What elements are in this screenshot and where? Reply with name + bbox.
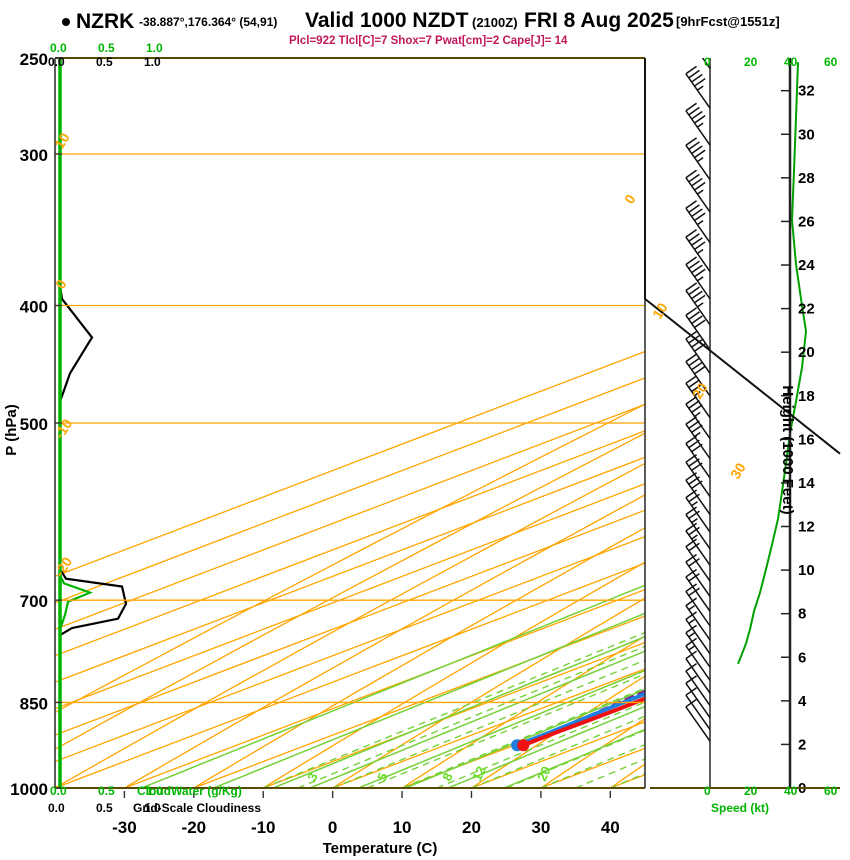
svg-text:Grid-Scale Cloudiness: Grid-Scale Cloudiness xyxy=(133,801,261,815)
svg-text:Speed (kt): Speed (kt) xyxy=(711,801,769,815)
svg-text:0: 0 xyxy=(704,784,711,798)
svg-text:0.0: 0.0 xyxy=(50,41,67,55)
svg-text:300: 300 xyxy=(20,146,48,165)
svg-text:1.0: 1.0 xyxy=(146,784,163,798)
svg-text:20: 20 xyxy=(744,784,758,798)
svg-text:30: 30 xyxy=(531,818,550,837)
svg-text:-10: -10 xyxy=(251,818,276,837)
svg-text:0: 0 xyxy=(328,818,337,837)
svg-text:0.5: 0.5 xyxy=(98,784,115,798)
svg-text:20: 20 xyxy=(798,344,815,361)
svg-text:1000: 1000 xyxy=(10,780,48,799)
svg-text:40: 40 xyxy=(784,784,798,798)
svg-text:Height (1000 Feet): Height (1000 Feet) xyxy=(779,385,796,514)
svg-text:6: 6 xyxy=(798,649,806,666)
svg-text:24: 24 xyxy=(798,257,815,274)
station-coordinates: -38.887°,176.364° (54,91) xyxy=(139,15,278,29)
svg-text:40: 40 xyxy=(784,55,798,69)
svg-text:CloudWater (g/Kg): CloudWater (g/Kg) xyxy=(137,784,242,798)
svg-text:20: 20 xyxy=(689,380,711,402)
zulu-time: (2100Z) xyxy=(472,15,518,30)
svg-text:2: 2 xyxy=(798,736,806,753)
svg-text:500: 500 xyxy=(20,415,48,434)
svg-text:28: 28 xyxy=(798,170,815,187)
svg-text:0.0: 0.0 xyxy=(50,784,67,798)
svg-text:250: 250 xyxy=(20,50,48,69)
svg-text:0.5: 0.5 xyxy=(96,55,113,69)
svg-text:30: 30 xyxy=(727,460,749,482)
svg-text:8: 8 xyxy=(798,606,806,623)
valid-date: FRI 8 Aug 2025 xyxy=(524,9,674,32)
svg-text:10: 10 xyxy=(649,300,671,322)
svg-text:10: 10 xyxy=(798,562,815,579)
valid-time: Valid 1000 NZDT xyxy=(305,9,469,32)
svg-text:1.0: 1.0 xyxy=(144,55,161,69)
svg-text:0.0: 0.0 xyxy=(48,55,65,69)
svg-text:1.0: 1.0 xyxy=(146,41,163,55)
svg-text:850: 850 xyxy=(20,694,48,713)
svg-text:30: 30 xyxy=(798,126,815,143)
sounding-stats: Plcl=922 Tlcl[C]=7 Shox=7 Pwat[cm]=2 Cap… xyxy=(289,35,568,47)
svg-text:22: 22 xyxy=(798,301,815,318)
svg-text:16: 16 xyxy=(798,431,815,448)
svg-text:P (hPa): P (hPa) xyxy=(3,404,20,455)
svg-text:-30: -30 xyxy=(112,818,137,837)
forecast-info: [9hrFcst@1551z] xyxy=(676,14,780,29)
svg-text:1.0: 1.0 xyxy=(144,801,161,815)
svg-text:60: 60 xyxy=(824,784,838,798)
svg-text:20: 20 xyxy=(744,55,758,69)
svg-text:12: 12 xyxy=(469,764,489,783)
svg-text:12: 12 xyxy=(798,519,815,536)
svg-text:26: 26 xyxy=(798,213,815,230)
svg-text:700: 700 xyxy=(20,592,48,611)
svg-text:40: 40 xyxy=(601,818,620,837)
svg-text:60: 60 xyxy=(824,55,838,69)
svg-text:0: 0 xyxy=(704,55,711,69)
svg-text:0.0: 0.0 xyxy=(48,801,65,815)
svg-text:0.5: 0.5 xyxy=(96,801,113,815)
station-name: NZRK xyxy=(76,10,135,33)
svg-text:-20: -20 xyxy=(182,818,207,837)
svg-text:Temperature (C): Temperature (C) xyxy=(323,840,438,857)
svg-text:400: 400 xyxy=(20,297,48,316)
station-dot xyxy=(62,18,70,26)
svg-text:20: 20 xyxy=(462,818,481,837)
svg-text:0.5: 0.5 xyxy=(98,41,115,55)
svg-text:32: 32 xyxy=(798,83,815,100)
svg-text:18: 18 xyxy=(798,388,815,405)
svg-text:10: 10 xyxy=(393,818,412,837)
svg-text:14: 14 xyxy=(798,475,815,492)
svg-text:20: 20 xyxy=(534,764,554,783)
svg-text:10: 10 xyxy=(51,130,73,152)
svg-text:4: 4 xyxy=(798,693,807,710)
